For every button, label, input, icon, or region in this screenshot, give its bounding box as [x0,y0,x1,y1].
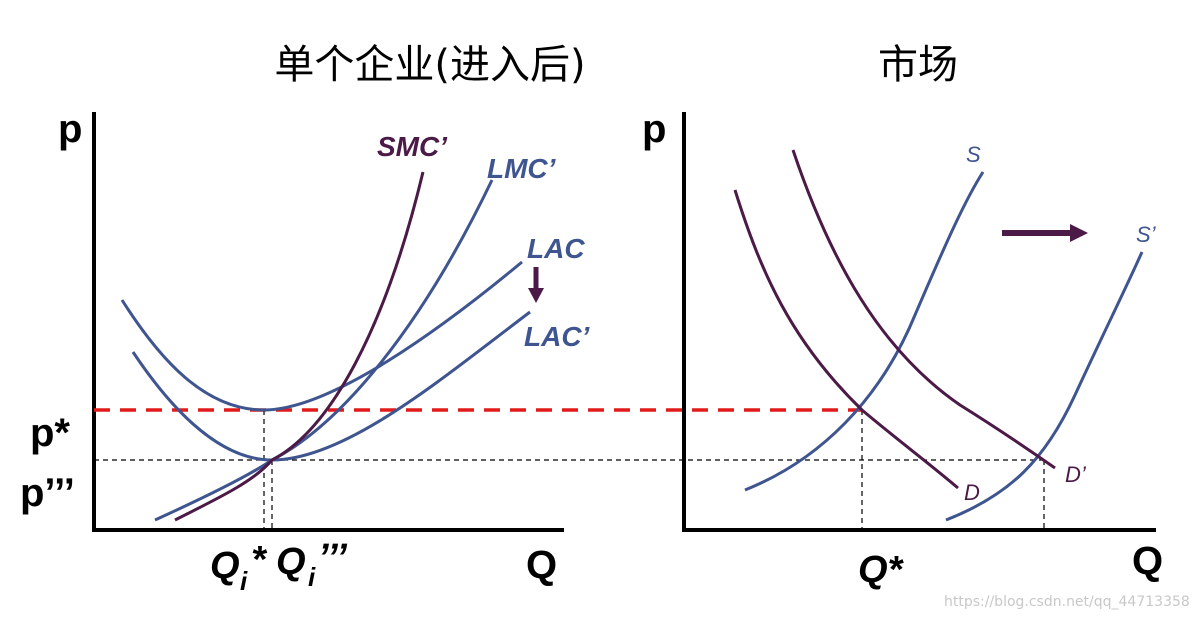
demand-curve-d-prime [791,149,1056,470]
q-star-label: Q i * [210,539,268,596]
smc-prime-label: SMC’ [377,131,448,162]
supply-curve-s-prime [945,251,1144,522]
demand-curve-d [733,189,959,490]
s-label: S [966,142,981,167]
left-x-axis-label: Q [526,543,557,587]
svg-text:*: * [251,539,268,581]
right-axes [682,112,1156,532]
market-q-star-label: Q* [858,549,905,591]
lac-prime-label: LAC’ [524,321,591,352]
p-triple-prime-label: p’’’ [20,471,75,515]
left-y-axis-label: p [58,107,82,151]
d-label: D [964,480,980,505]
right-y-axis-label: p [642,107,666,151]
smc-prime-curve [174,171,425,522]
d-prime-label: D’ [1065,462,1087,487]
watermark: https://blog.csdn.net/qq_44713358 [944,594,1190,610]
svg-text:i: i [240,566,248,596]
lac-curve [120,260,523,412]
svg-text:Q: Q [276,541,306,583]
lac-label: LAC [527,233,585,264]
supply-shift-right-arrow [1002,224,1088,242]
right-x-axis-label: Q [1132,539,1163,583]
lmc-prime-curve [154,179,494,522]
svg-text:’’’: ’’’ [318,537,347,579]
supply-curve-s [744,171,985,492]
q-triple-prime-label: Q i ’’’ [276,537,347,592]
svg-text:i: i [308,562,316,592]
s-prime-label: S’ [1136,222,1157,247]
left-panel-title: 单个企业(进入后) [274,42,585,88]
p-star-label: p* [30,411,70,455]
svg-text:Q: Q [210,545,240,587]
lmc-prime-label: LMC’ [487,153,557,184]
lac-prime-curve [131,310,531,462]
lac-shift-down-arrow [528,267,544,303]
right-panel-title: 市场 [878,42,958,88]
